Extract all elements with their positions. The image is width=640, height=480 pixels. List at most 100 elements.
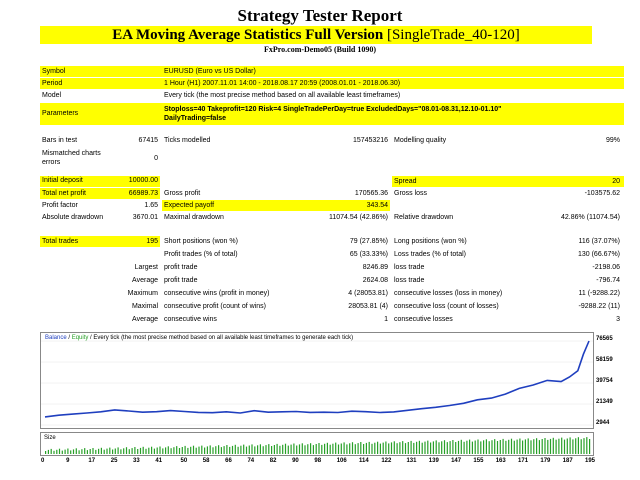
mcw-label: consecutive wins (profit in money): [164, 290, 270, 297]
report-subtitle: EA Moving Average Statistics Full Versio…: [40, 26, 592, 44]
size-bar: [64, 449, 66, 454]
size-bar: [159, 446, 161, 454]
x-tick-label: 106: [336, 458, 347, 464]
size-bar: [282, 444, 284, 454]
size-bar: [78, 450, 80, 454]
ltrades-value: 130 (66.67%): [577, 251, 620, 258]
size-bar: [388, 443, 390, 454]
mismatch-label-2: errors: [42, 159, 61, 166]
size-bar: [109, 447, 111, 454]
size-bar: [519, 438, 521, 454]
grossprofit-label: Gross profit: [164, 190, 201, 197]
size-bar: [243, 444, 245, 454]
size-bar: [390, 442, 393, 454]
maximum-label: Maximum: [127, 290, 158, 297]
size-bar: [209, 445, 211, 454]
ea-config: [SingleTrade_40-120]: [383, 27, 520, 43]
size-bar: [494, 439, 496, 454]
size-bar: [212, 447, 214, 454]
size-bar: [117, 447, 119, 454]
size-bar: [307, 444, 309, 454]
spread-label: Spread: [394, 178, 417, 185]
bars-value: 67415: [138, 137, 158, 144]
short-label: Short positions (won %): [164, 238, 238, 245]
ep-bg: [162, 200, 390, 211]
size-bar: [167, 446, 169, 454]
size-bar: [455, 442, 457, 454]
size-bar: [368, 441, 370, 454]
size-bar: [240, 445, 242, 454]
size-bar: [363, 444, 365, 454]
size-bar: [279, 445, 281, 454]
size-bar: [67, 448, 69, 454]
x-tick-label: 66: [225, 458, 232, 464]
size-bar: [120, 449, 122, 454]
x-tick-label: 74: [247, 458, 255, 464]
size-bar: [351, 442, 354, 454]
size-bar: [223, 446, 225, 454]
x-tick-label: 25: [110, 458, 118, 464]
size-bar: [586, 437, 588, 454]
balance-chart: Balance / Equity / Every tick (the most …: [40, 332, 594, 429]
x-tick-label: 17: [88, 458, 96, 464]
absdd-label: Absolute drawdown: [42, 214, 104, 221]
size-bar: [549, 438, 552, 454]
ll-label: loss trade: [394, 264, 425, 271]
size-bar: [89, 449, 91, 454]
size-bar: [134, 447, 136, 454]
legend-sep: /: [66, 335, 72, 341]
size-bar: [229, 446, 231, 454]
parameters-label: Parameters: [42, 110, 79, 117]
size-bar: [499, 440, 501, 454]
balance-line: [44, 340, 590, 418]
size-bar: [206, 446, 208, 454]
size-bar: [485, 439, 487, 454]
x-tick-label: 155: [473, 458, 484, 464]
size-bar: [92, 448, 94, 454]
ea-name: EA Moving Average Statistics Full Versio…: [112, 27, 384, 43]
size-bar: [293, 443, 295, 454]
size-bar: [527, 438, 529, 454]
size-bar: [231, 445, 234, 454]
mismatch-row: Mismatched charts errors 0: [40, 149, 624, 169]
size-bar: [435, 440, 437, 454]
size-bar: [114, 448, 116, 454]
size-bar: [321, 444, 323, 454]
size-bar: [416, 441, 418, 454]
size-bar: [298, 444, 301, 454]
size-bar: [441, 441, 443, 454]
size-bar: [70, 450, 72, 454]
size-bar: [443, 440, 446, 454]
size-bar: [192, 445, 195, 454]
maxdd-label: Maximal drawdown: [164, 214, 224, 221]
size-bar: [215, 446, 217, 454]
drawdown-row: Absolute drawdown 3670.01 Maximal drawdo…: [40, 212, 624, 223]
size-bar: [248, 445, 250, 454]
size-bar: [50, 448, 52, 454]
size-bar: [457, 440, 460, 454]
size-bar: [112, 449, 114, 454]
model-value: Every tick (the most precise method base…: [164, 92, 401, 99]
server-info: FxPro.com-Demo05 (Build 1090): [263, 45, 377, 54]
size-bar: [226, 445, 228, 454]
size-bar: [318, 443, 320, 454]
y-tick-label: 58159: [596, 357, 613, 363]
size-bar: [153, 448, 155, 454]
size-bar: [251, 444, 253, 454]
size-bar: [371, 443, 373, 454]
size-bar: [404, 443, 407, 454]
size-bar: [337, 444, 340, 454]
mcw-value: 4 (28053.81): [348, 290, 388, 297]
size-bar: [396, 443, 398, 454]
size-label: Size: [44, 435, 56, 441]
size-bar: [346, 444, 348, 454]
size-bar: [496, 441, 499, 454]
x-tick-label: 139: [428, 458, 439, 464]
x-tick-label: 90: [292, 458, 299, 464]
size-bar: [522, 440, 524, 454]
spread-bg: [392, 176, 624, 187]
parameters-row: Parameters Stoploss=40 Takeprofit=120 Ri…: [40, 103, 624, 125]
trades-bg: [40, 236, 160, 247]
ticks-label: Ticks modelled: [164, 137, 211, 144]
x-tick-label: 131: [406, 458, 417, 464]
